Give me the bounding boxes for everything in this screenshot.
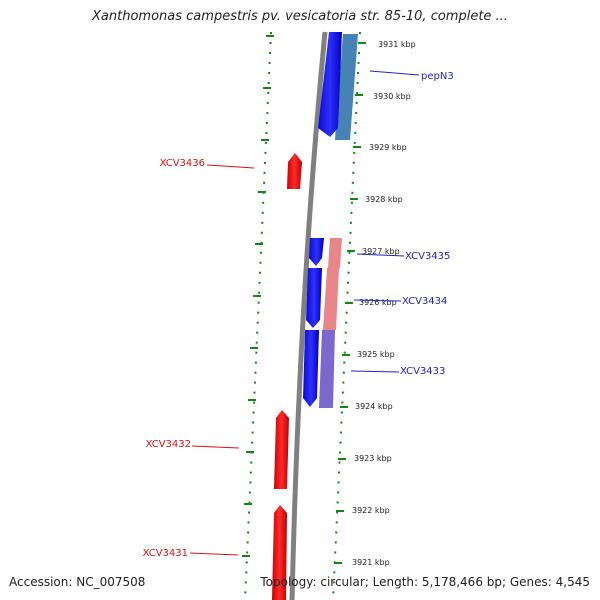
gene-pepN3-arrow: [318, 32, 342, 137]
kbp-label: 3930 kbp: [373, 92, 411, 101]
kbp-label: 3921 kbp: [352, 558, 390, 567]
gene-label-pepN3: pepN3: [421, 71, 454, 82]
kbp-label: 3925 kbp: [357, 350, 395, 359]
kbp-label: 3931 kbp: [378, 40, 416, 49]
genome-backbone: [289, 31, 328, 600]
gene-labels: pepN3 XCV3435 XCV3434 XCV3433 XCV3436 XC…: [143, 71, 454, 559]
accession-text: Accession: NC_007508: [9, 575, 146, 589]
gene-XCV3433-arrow: [303, 330, 319, 407]
blast-hit-3435: [328, 238, 342, 268]
gene-label-XCV3432: XCV3432: [146, 439, 191, 450]
position-labels: 3931 kbp 3930 kbp 3929 kbp 3928 kbp 3927…: [352, 40, 416, 567]
gene-XCV3434-arrow: [306, 268, 322, 328]
leader-lines: [189, 70, 420, 556]
gene-label-XCV3434: XCV3434: [402, 296, 447, 307]
kbp-label: 3929 kbp: [369, 143, 407, 152]
gene-label-XCV3433: XCV3433: [400, 366, 445, 377]
blast-hit-3433: [319, 330, 335, 408]
blast-hit-3434: [323, 268, 339, 330]
kbp-label: 3928 kbp: [365, 195, 403, 204]
map-title: Xanthomonas campestris pv. vesicatoria s…: [92, 9, 508, 24]
outer-tick-ring: [244, 31, 272, 600]
topology-text: Topology: circular; Length: 5,178,466 bp…: [260, 575, 590, 589]
gene-label-XCV3435: XCV3435: [405, 251, 450, 262]
gene-XCV3432-arrow: [274, 410, 289, 489]
blast-hit-pepN3: [335, 34, 358, 140]
kbp-label: 3922 kbp: [352, 506, 390, 515]
inner-major-ticks: [334, 42, 366, 564]
reverse-genes: [272, 153, 302, 600]
kbp-label: 3926 kbp: [359, 298, 397, 307]
kbp-label: 3923 kbp: [354, 454, 392, 463]
blast-track: [319, 34, 358, 408]
gene-label-XCV3436: XCV3436: [160, 158, 205, 169]
gene-XCV3431-arrow: [272, 505, 287, 600]
outer-major-ticks: [242, 35, 274, 557]
kbp-label: 3927 kbp: [362, 247, 400, 256]
gene-label-XCV3431: XCV3431: [143, 548, 188, 559]
gene-XCV3436-arrow: [287, 153, 302, 189]
kbp-label: 3924 kbp: [355, 402, 393, 411]
gene-XCV3435-arrow: [309, 238, 324, 266]
forward-genes: [303, 32, 342, 407]
